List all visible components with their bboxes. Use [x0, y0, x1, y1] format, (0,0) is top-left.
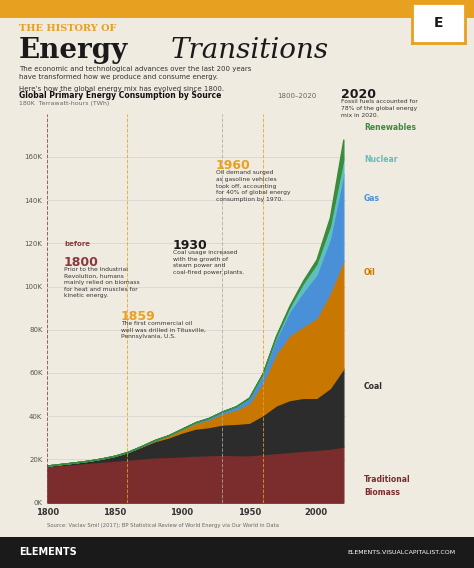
Text: 180K  Terrawatt-hours (TWh): 180K Terrawatt-hours (TWh)	[19, 101, 109, 106]
Text: Oil demand surged
as gasoline vehicles
took off, accounting
for 40% of global en: Oil demand surged as gasoline vehicles t…	[216, 170, 290, 202]
Text: Here’s how the global energy mix has evolved since 1800.: Here’s how the global energy mix has evo…	[19, 86, 224, 93]
Text: Prior to the Industrial
Revolution, humans
mainly relied on biomass
for heat and: Prior to the Industrial Revolution, huma…	[64, 267, 140, 298]
Text: Renewables: Renewables	[364, 123, 416, 132]
Text: The economic and technological advances over the last 200 years: The economic and technological advances …	[19, 66, 251, 73]
Text: Global Primary Energy Consumption by Source: Global Primary Energy Consumption by Sou…	[19, 91, 221, 100]
Text: 1859: 1859	[121, 310, 155, 323]
Text: Gas: Gas	[364, 194, 380, 203]
Text: ELEMENTS: ELEMENTS	[19, 548, 77, 557]
Text: Source: Vaclav Smil (2017); BP Statistical Review of World Energy via Our World : Source: Vaclav Smil (2017); BP Statistic…	[47, 523, 279, 528]
Text: 1930: 1930	[173, 239, 208, 252]
Text: before: before	[64, 241, 90, 247]
Text: 1960: 1960	[216, 159, 250, 172]
Text: Coal usage increased
with the growth of
steam power and
coal-fired power plants.: Coal usage increased with the growth of …	[173, 250, 244, 275]
Text: E: E	[434, 16, 443, 30]
Text: THE HISTORY OF: THE HISTORY OF	[19, 24, 117, 33]
Text: The first commercial oil
well was drilled in Titusville,
Pennsylvania, U.S.: The first commercial oil well was drille…	[121, 321, 206, 339]
Text: Fossil fuels accounted for
78% of the global energy
mix in 2020.: Fossil fuels accounted for 78% of the gl…	[341, 99, 418, 118]
Text: Nuclear: Nuclear	[364, 154, 398, 164]
Text: 1800–2020: 1800–2020	[277, 93, 317, 99]
Text: ELEMENTS.VISUALCAPITALIST.COM: ELEMENTS.VISUALCAPITALIST.COM	[347, 550, 455, 555]
Text: Energy: Energy	[19, 37, 128, 64]
Text: Oil: Oil	[364, 268, 376, 277]
Text: have transformed how we produce and consume energy.: have transformed how we produce and cons…	[19, 74, 218, 81]
Text: Traditional: Traditional	[364, 475, 410, 485]
Text: Biomass: Biomass	[364, 488, 400, 497]
Text: 1800: 1800	[64, 256, 99, 269]
Text: Coal: Coal	[364, 382, 383, 391]
Text: 2020: 2020	[341, 88, 376, 101]
Text: Transitions: Transitions	[171, 37, 329, 64]
